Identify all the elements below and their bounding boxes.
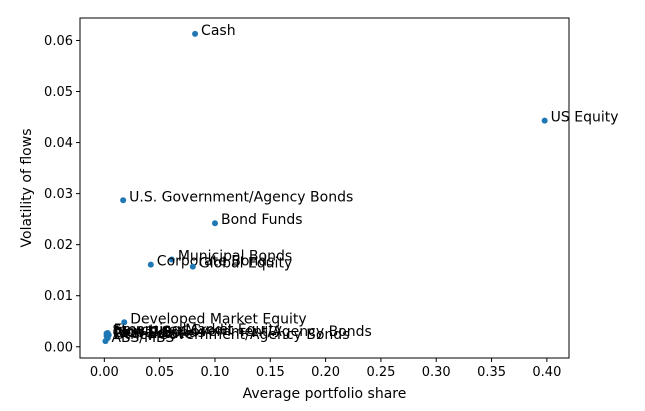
x-tick-label: 0.35 [477,365,506,380]
x-axis-label: Average portfolio share [243,386,407,402]
scatter-point [189,263,196,270]
y-tick-label: 0.00 [44,340,73,355]
scatter-point [147,261,154,268]
x-tick-label: 0.25 [366,365,395,380]
y-tick-label: 0.02 [44,238,73,253]
x-axis: 0.00 0.05 0.10 0.15 0.20 0.25 0.30 0.35 0.40 [90,358,561,380]
x-tick-label: 0.30 [422,365,451,380]
y-axis-label: Volatility of flows [19,129,35,248]
scatter-point [211,220,218,227]
y-tick-label: 0.05 [44,85,73,100]
point-label: US Equity [551,110,619,126]
x-tick-label: 0.40 [532,365,561,380]
scatter-point [192,30,199,37]
y-tick-label: 0.03 [44,187,73,202]
scatter-point [541,117,548,124]
point-label: Cash [201,23,236,39]
point-label: Corporate Bonds [157,254,275,270]
point-label: Developed Market Equity [130,311,306,327]
x-tick-label: 0.20 [311,365,340,380]
y-tick-label: 0.04 [44,136,73,151]
y-tick-label: 0.06 [44,34,73,49]
point-label: Municipal Bonds [178,248,292,264]
y-axis: 0.00 0.01 0.02 0.03 0.04 0.05 0.06 [44,34,80,355]
point-label: Real Estate [114,326,193,342]
point-label: Structured Credit [113,322,234,338]
y-tick-label: 0.01 [44,289,73,304]
scatter-marks: Cash US Equity U.S. Government/Agency Bond… [102,23,619,346]
point-label: Global Bonds [113,325,205,341]
point-label: Non-U.S. Government/Agency Bonds [115,324,372,340]
scatter-point [168,256,175,263]
point-label: Bond Funds [221,212,303,228]
x-tick-label: 0.15 [256,365,285,380]
plot-frame [79,17,570,359]
scatter-point [102,338,109,345]
x-tick-label: 0.05 [145,365,174,380]
x-tick-label: 0.00 [90,365,119,380]
point-label: ABS/MBS [111,330,174,346]
point-label: Other Government/Agency Bonds [114,327,350,343]
x-tick-label: 0.10 [200,365,229,380]
scatter-point [121,319,128,326]
point-label: U.S. Government/Agency Bonds [129,189,353,205]
point-label: Emerging Market Equity [114,322,282,338]
scatter-point [120,197,127,204]
point-label: Global Equity [199,256,292,272]
